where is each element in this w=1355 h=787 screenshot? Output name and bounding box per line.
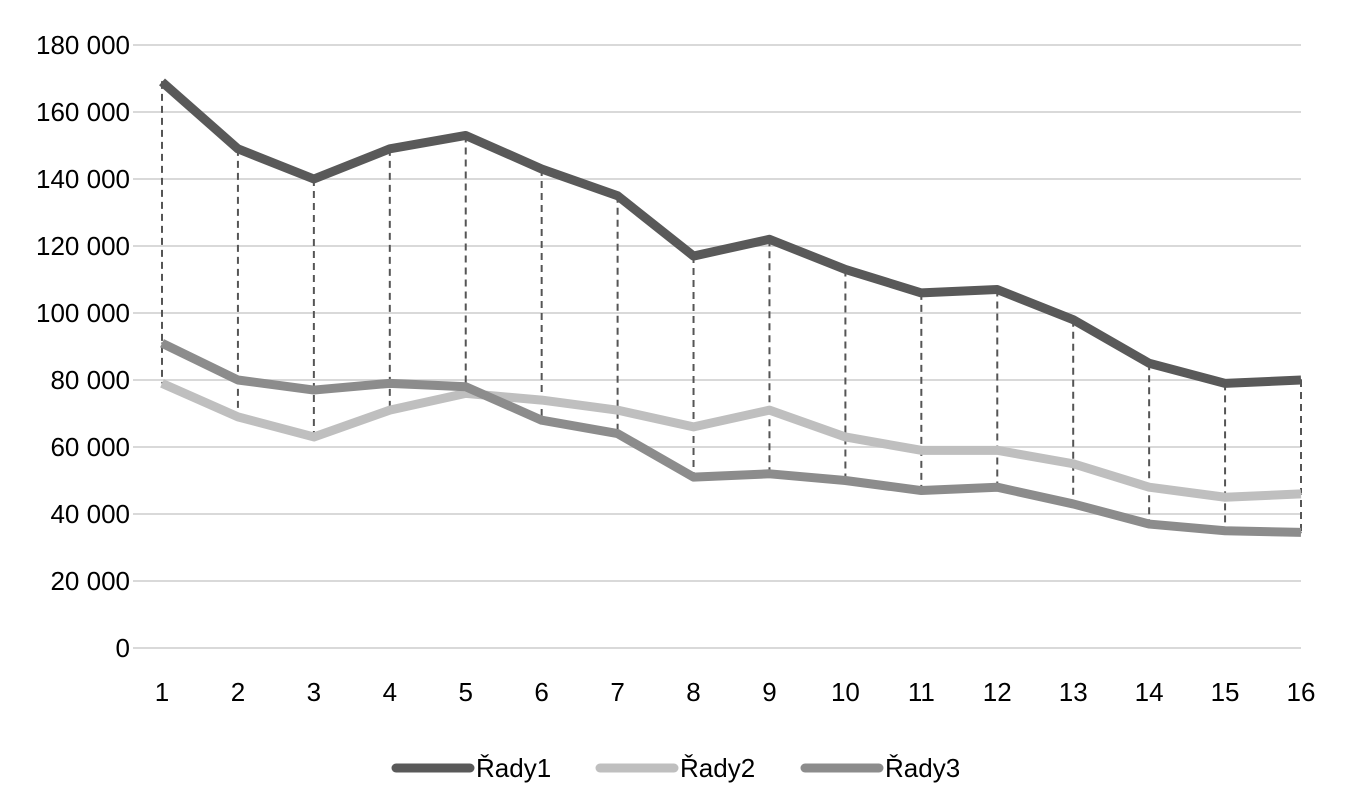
data-point [312, 389, 315, 392]
data-point [768, 409, 771, 412]
data-point [996, 486, 999, 489]
data-point [1072, 502, 1075, 505]
data-point [236, 147, 239, 150]
data-point [692, 255, 695, 258]
data-point [616, 194, 619, 197]
legend-label: Řady2 [680, 753, 755, 783]
data-point [540, 419, 543, 422]
data-point [161, 342, 163, 345]
y-tick-label: 180 000 [36, 30, 130, 60]
data-point [236, 415, 239, 418]
drop-lines [161, 81, 1302, 533]
data-point [236, 379, 239, 381]
y-tick-label: 140 000 [36, 164, 130, 194]
y-tick-label: 0 [116, 633, 130, 663]
x-tick-label: 6 [534, 677, 548, 707]
y-tick-label: 160 000 [36, 97, 130, 127]
data-point [920, 291, 923, 294]
data-point [1148, 362, 1151, 365]
data-point [464, 134, 467, 137]
y-axis-tick-labels: 0 20 000 40 000 60 000 80 000 100 000 120 000 1… [36, 30, 130, 663]
data-point [464, 385, 467, 388]
data-point [1300, 379, 1302, 381]
data-point [1072, 318, 1075, 321]
data-point [920, 449, 923, 452]
series-line-2 [160, 379, 1302, 502]
x-tick-label: 13 [1059, 677, 1088, 707]
x-tick-label: 4 [383, 677, 397, 707]
x-tick-label: 1 [155, 677, 169, 707]
data-point [312, 178, 315, 180]
legend-label: Řady3 [885, 753, 960, 783]
data-point [540, 167, 543, 170]
data-point [996, 449, 999, 452]
x-tick-label: 2 [231, 677, 245, 707]
x-tick-label: 9 [762, 677, 776, 707]
data-point [388, 382, 391, 385]
x-tick-label: 15 [1211, 677, 1240, 707]
x-tick-label: 12 [983, 677, 1012, 707]
y-tick-label: 40 000 [50, 499, 130, 529]
legend-label: Řady1 [476, 753, 551, 783]
legend: Řady1 Řady2 Řady3 [391, 753, 960, 783]
data-point [1224, 529, 1227, 532]
data-point [464, 392, 467, 395]
data-point [768, 472, 771, 475]
x-tick-label: 3 [307, 677, 321, 707]
data-point [312, 435, 315, 438]
data-point [388, 147, 391, 150]
data-point [1148, 486, 1151, 489]
data-point [616, 409, 619, 412]
data-point [768, 238, 771, 241]
data-point [1300, 492, 1302, 495]
x-tick-label: 5 [458, 677, 472, 707]
x-tick-label: 14 [1135, 677, 1164, 707]
x-axis-tick-labels: 1 2 3 4 5 6 7 8 9 10 11 12 13 14 15 16 [155, 677, 1316, 707]
data-point [1148, 523, 1151, 526]
series-line-3 [160, 339, 1302, 537]
x-tick-label: 8 [686, 677, 700, 707]
x-tick-label: 10 [831, 677, 860, 707]
data-point [1072, 462, 1075, 465]
x-tick-label: 7 [610, 677, 624, 707]
y-tick-label: 120 000 [36, 231, 130, 261]
y-tick-label: 80 000 [50, 365, 130, 395]
data-point [1224, 496, 1227, 499]
gridlines [133, 44, 1301, 649]
data-point [844, 268, 847, 271]
data-point [388, 409, 391, 412]
x-tick-label: 16 [1287, 677, 1316, 707]
data-point [1224, 382, 1227, 385]
data-point [540, 399, 543, 402]
x-tick-label: 11 [908, 677, 935, 707]
data-point [1300, 531, 1302, 534]
series-lines [159, 78, 1302, 537]
data-point [692, 425, 695, 428]
data-point [161, 382, 163, 385]
data-point [920, 489, 923, 492]
y-tick-label: 20 000 [50, 566, 130, 596]
series-line-1 [159, 78, 1302, 388]
data-point [844, 435, 847, 438]
y-tick-label: 60 000 [50, 432, 130, 462]
data-point [996, 288, 999, 291]
data-point [692, 476, 695, 479]
data-point [616, 432, 619, 435]
y-tick-label: 100 000 [36, 298, 130, 328]
data-point [844, 479, 847, 482]
data-point [161, 80, 163, 83]
